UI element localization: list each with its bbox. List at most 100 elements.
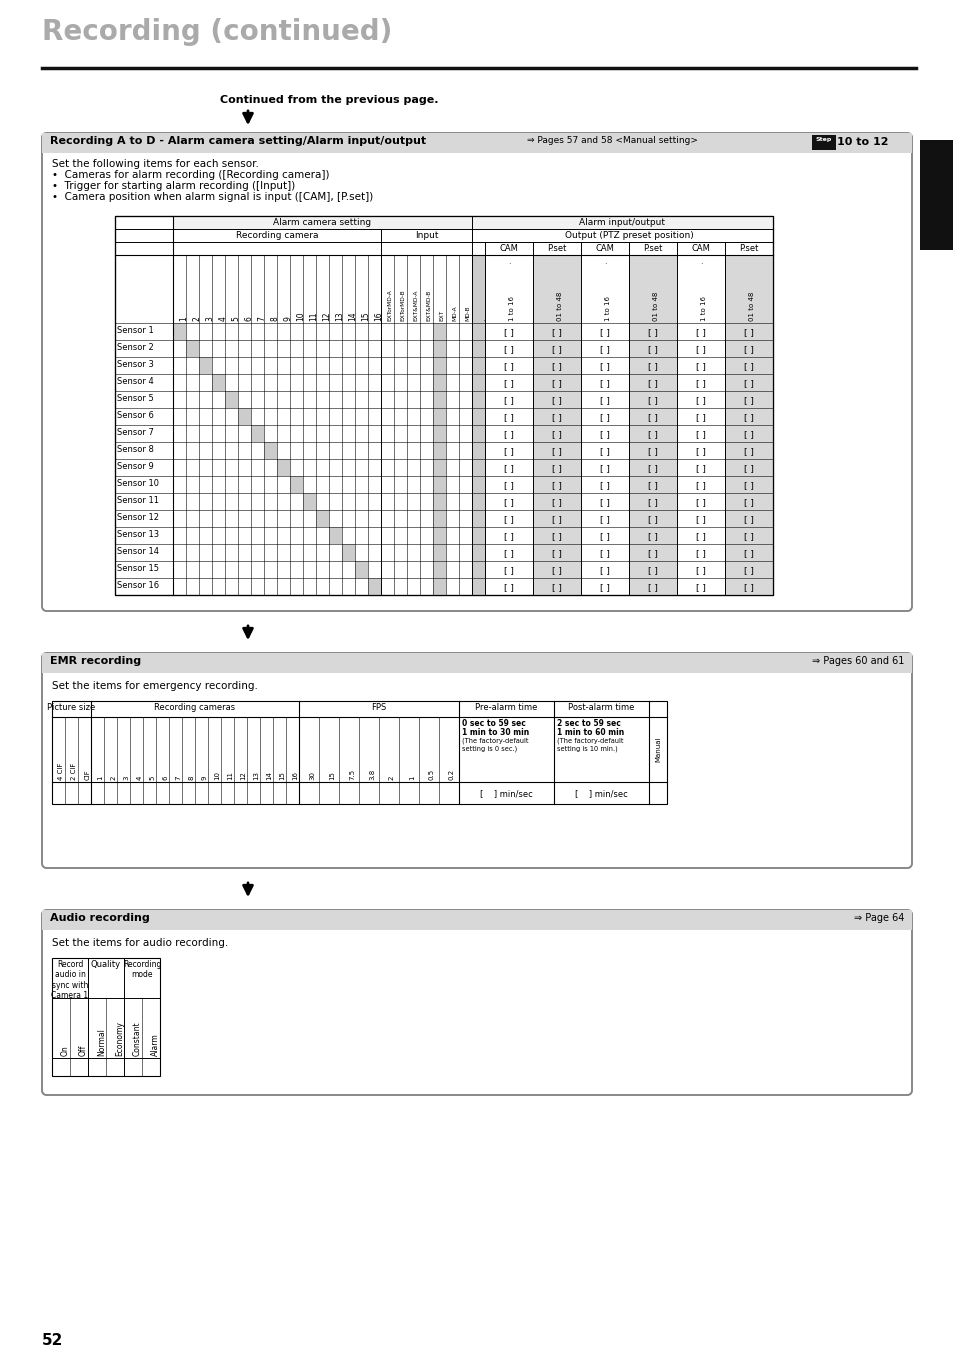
- Text: 5: 5: [150, 775, 155, 780]
- Text: Alarm camera setting: Alarm camera setting: [274, 218, 371, 227]
- Text: [ ]: [ ]: [503, 345, 514, 354]
- Text: [ ]: [ ]: [696, 345, 705, 354]
- Text: [ ]: [ ]: [599, 447, 609, 457]
- Text: [ ]: [ ]: [503, 396, 514, 405]
- Text: Manual: Manual: [655, 736, 660, 762]
- Text: [ ]: [ ]: [743, 549, 753, 558]
- Text: [ ]: [ ]: [647, 515, 658, 524]
- Text: [ ]: [ ]: [696, 430, 705, 439]
- Bar: [628, 255, 677, 594]
- Text: [ ]: [ ]: [647, 532, 658, 540]
- Text: 01 to 48: 01 to 48: [557, 292, 562, 322]
- Text: [ ]: [ ]: [647, 328, 658, 336]
- Text: [ ]: [ ]: [647, 481, 658, 490]
- Text: Post-alarm time: Post-alarm time: [568, 703, 634, 712]
- Text: FPS: FPS: [371, 703, 386, 712]
- Text: Set the items for emergency recording.: Set the items for emergency recording.: [52, 681, 257, 690]
- Text: Sensor 8: Sensor 8: [117, 444, 153, 454]
- Text: [ ]: [ ]: [552, 566, 561, 576]
- Text: Recording A to D - Alarm camera setting/Alarm input/output: Recording A to D - Alarm camera setting/…: [50, 136, 426, 146]
- Text: [ ]: [ ]: [503, 481, 514, 490]
- Text: [ ]: [ ]: [696, 380, 705, 388]
- Text: [ ]: [ ]: [503, 584, 514, 592]
- Bar: [433, 357, 446, 374]
- Text: (The factory-default: (The factory-default: [557, 738, 623, 743]
- Text: 01 to 48: 01 to 48: [748, 292, 754, 322]
- Text: 7.5: 7.5: [349, 769, 355, 780]
- Text: Sensor 2: Sensor 2: [117, 343, 153, 353]
- Text: 4: 4: [136, 775, 142, 780]
- Text: 10 to 12: 10 to 12: [836, 136, 887, 147]
- Text: [ ]: [ ]: [503, 515, 514, 524]
- Text: [ ]: [ ]: [599, 396, 609, 405]
- Text: [ ]: [ ]: [647, 566, 658, 576]
- Text: Set the items for audio recording.: Set the items for audio recording.: [52, 938, 228, 948]
- Text: [ ]: [ ]: [647, 362, 658, 372]
- Text: MD-A: MD-A: [452, 305, 457, 322]
- Text: 01 to 48: 01 to 48: [652, 292, 659, 322]
- Text: [ ]: [ ]: [696, 566, 705, 576]
- Text: [ ]: [ ]: [599, 413, 609, 422]
- Bar: [433, 493, 446, 509]
- Text: [ ]: [ ]: [552, 380, 561, 388]
- Text: [ ]: [ ]: [552, 447, 561, 457]
- Bar: [368, 578, 380, 594]
- Text: 7: 7: [175, 775, 181, 780]
- Text: Economy: Economy: [115, 1021, 124, 1056]
- Text: Output (PTZ preset position): Output (PTZ preset position): [564, 231, 693, 240]
- Bar: [42, 911, 911, 929]
- Text: EXT&MD-B: EXT&MD-B: [426, 289, 431, 322]
- Text: .: .: [700, 257, 701, 266]
- Text: Picture size: Picture size: [48, 703, 95, 712]
- FancyBboxPatch shape: [42, 653, 911, 867]
- Text: [ ]: [ ]: [552, 328, 561, 336]
- Text: [ ]: [ ]: [696, 515, 705, 524]
- Text: CIF: CIF: [85, 769, 91, 780]
- Text: [ ]: [ ]: [503, 380, 514, 388]
- Text: 1 to 16: 1 to 16: [700, 296, 706, 322]
- Text: [ ]: [ ]: [647, 345, 658, 354]
- Bar: [115, 216, 772, 594]
- Text: [ ]: [ ]: [503, 362, 514, 372]
- Text: 12: 12: [240, 771, 246, 780]
- Text: [ ]: [ ]: [696, 413, 705, 422]
- Text: [ ]: [ ]: [696, 328, 705, 336]
- Text: Sensor 15: Sensor 15: [117, 563, 159, 573]
- Text: 30: 30: [309, 771, 314, 780]
- Text: 7: 7: [257, 316, 266, 322]
- Text: [ ]: [ ]: [647, 380, 658, 388]
- Text: 14: 14: [266, 771, 273, 780]
- Text: [ ]: [ ]: [552, 345, 561, 354]
- Bar: [472, 255, 484, 594]
- Text: [ ]: [ ]: [599, 380, 609, 388]
- Text: P.set: P.set: [642, 245, 662, 253]
- Text: .: .: [603, 257, 605, 266]
- Bar: [533, 255, 580, 594]
- Text: CAM: CAM: [499, 245, 517, 253]
- Text: EXTorMD-B: EXTorMD-B: [400, 289, 405, 322]
- Text: [    ] min/sec: [ ] min/sec: [479, 789, 533, 798]
- Text: 1: 1: [179, 316, 189, 322]
- Bar: [433, 340, 446, 357]
- Text: Sensor 9: Sensor 9: [117, 462, 153, 471]
- Text: [ ]: [ ]: [743, 380, 753, 388]
- Bar: [42, 132, 911, 153]
- Text: [ ]: [ ]: [503, 532, 514, 540]
- Text: setting is 10 min.): setting is 10 min.): [557, 744, 618, 751]
- Bar: [264, 442, 276, 459]
- Text: [ ]: [ ]: [696, 447, 705, 457]
- Bar: [52, 1058, 160, 1075]
- Text: [ ]: [ ]: [599, 532, 609, 540]
- Text: 8: 8: [189, 775, 194, 780]
- Bar: [811, 135, 835, 150]
- Text: 12: 12: [322, 312, 331, 322]
- Text: 8: 8: [271, 316, 279, 322]
- Text: 15: 15: [361, 311, 370, 322]
- Text: 5: 5: [232, 316, 240, 322]
- Text: Recording cameras: Recording cameras: [154, 703, 235, 712]
- Bar: [433, 408, 446, 426]
- Text: Quality: Quality: [91, 961, 121, 969]
- Text: 16: 16: [293, 771, 298, 780]
- Text: [ ]: [ ]: [696, 584, 705, 592]
- Bar: [172, 216, 472, 230]
